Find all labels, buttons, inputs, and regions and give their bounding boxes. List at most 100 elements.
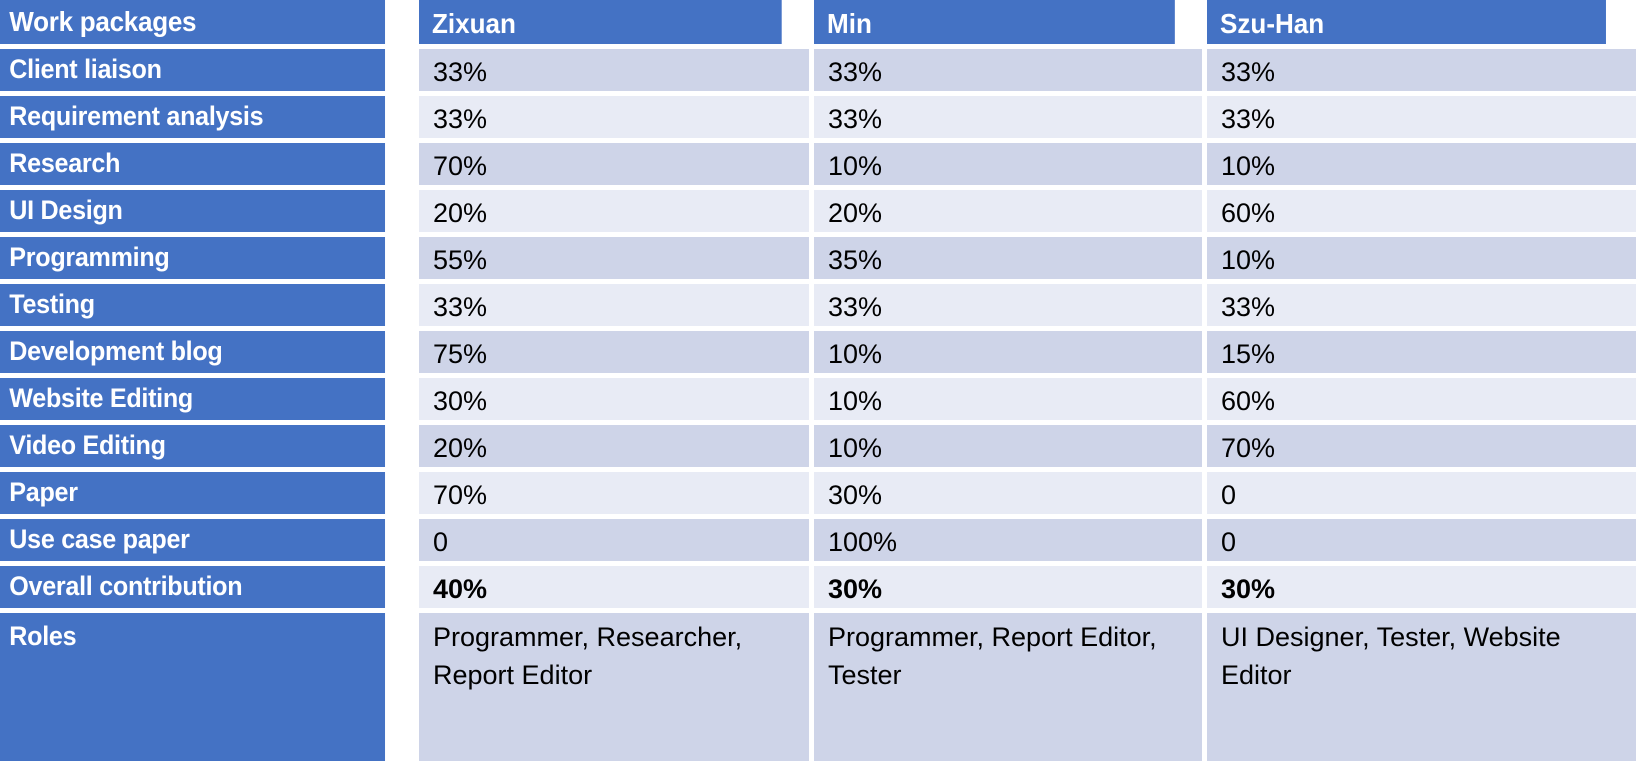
row-label-cell: Use case paper	[0, 519, 414, 561]
cell-zixuan: Programmer, Researcher, Report Editor	[419, 613, 809, 761]
table-row: Requirement analysis 33% 33% 33%	[0, 96, 1636, 138]
row-label: Use case paper	[0, 519, 386, 561]
cell-min: 10%	[814, 143, 1202, 185]
row-label: Testing	[0, 284, 386, 326]
cell-szu-han-value: 10%	[1207, 143, 1636, 185]
cell-zixuan: 70%	[419, 143, 809, 185]
cell-szu-han-value: 33%	[1207, 96, 1636, 138]
cell-min-value: 35%	[814, 237, 1202, 279]
cell-zixuan-value: 30%	[419, 378, 809, 420]
cell-min: 33%	[814, 96, 1202, 138]
cell-min-value: 10%	[814, 425, 1202, 467]
cell-min-value: 30%	[814, 472, 1202, 514]
row-label: Overall contribution	[0, 566, 386, 608]
cell-zixuan: 33%	[419, 284, 809, 326]
cell-min-value: 20%	[814, 190, 1202, 232]
table-row: Video Editing 20% 10% 70%	[0, 425, 1636, 467]
cell-zixuan-value: 20%	[419, 190, 809, 232]
cell-zixuan-value: 33%	[419, 49, 809, 91]
cell-szu-han-value: 15%	[1207, 331, 1636, 373]
cell-min-value: Programmer, Report Editor, Tester	[814, 613, 1202, 761]
column-header-szu-han: Szu-Han	[1207, 0, 1636, 44]
row-label: Roles	[0, 613, 386, 761]
cell-min: 10%	[814, 378, 1202, 420]
cell-szu-han-value: 70%	[1207, 425, 1636, 467]
cell-min-value: 100%	[814, 519, 1202, 561]
cell-zixuan: 70%	[419, 472, 809, 514]
cell-min: Programmer, Report Editor, Tester	[814, 613, 1202, 761]
cell-min-value: 33%	[814, 284, 1202, 326]
cell-szu-han: 60%	[1207, 378, 1636, 420]
column-header-zixuan-label: Zixuan	[419, 0, 782, 44]
table-row: Development blog 75% 10% 15%	[0, 331, 1636, 373]
cell-zixuan-value: 0	[419, 519, 809, 561]
cell-szu-han-value: 0	[1207, 519, 1636, 561]
table-row: Research 70% 10% 10%	[0, 143, 1636, 185]
cell-min-value: 10%	[814, 331, 1202, 373]
row-label: Client liaison	[0, 49, 386, 91]
row-label-cell: Roles	[0, 613, 414, 761]
cell-min: 30%	[814, 472, 1202, 514]
cell-szu-han-value: 60%	[1207, 378, 1636, 420]
cell-szu-han: 33%	[1207, 96, 1636, 138]
table-row: Client liaison 33% 33% 33%	[0, 49, 1636, 91]
cell-szu-han: 70%	[1207, 425, 1636, 467]
table-header-row: Work packages Zixuan Min Szu-Han	[0, 0, 1636, 44]
table-row: UI Design 20% 20% 60%	[0, 190, 1636, 232]
cell-min-value: 10%	[814, 143, 1202, 185]
cell-szu-han-value: 33%	[1207, 284, 1636, 326]
cell-min: 100%	[814, 519, 1202, 561]
cell-zixuan-value: 33%	[419, 284, 809, 326]
cell-zixuan: 40%	[419, 566, 809, 608]
table-row: Website Editing 30% 10% 60%	[0, 378, 1636, 420]
cell-min: 35%	[814, 237, 1202, 279]
cell-szu-han-value: 30%	[1207, 566, 1636, 608]
row-label-cell: Paper	[0, 472, 414, 514]
cell-zixuan-value: 55%	[419, 237, 809, 279]
cell-szu-han: 33%	[1207, 284, 1636, 326]
cell-zixuan-value: 70%	[419, 143, 809, 185]
table-row: Overall contribution 40% 30% 30%	[0, 566, 1636, 608]
row-label-cell: Development blog	[0, 331, 414, 373]
cell-szu-han-value: 10%	[1207, 237, 1636, 279]
cell-szu-han-value: 33%	[1207, 49, 1636, 91]
table-row: Programming 55% 35% 10%	[0, 237, 1636, 279]
cell-zixuan-value: Programmer, Researcher, Report Editor	[419, 613, 809, 761]
cell-min-value: 33%	[814, 49, 1202, 91]
cell-min: 33%	[814, 284, 1202, 326]
cell-szu-han: 30%	[1207, 566, 1636, 608]
cell-zixuan: 0	[419, 519, 809, 561]
cell-min: 20%	[814, 190, 1202, 232]
cell-szu-han: UI Designer, Tester, Website Editor	[1207, 613, 1636, 761]
cell-zixuan: 33%	[419, 49, 809, 91]
row-label-cell: Programming	[0, 237, 414, 279]
column-header-work-packages-label: Work packages	[0, 0, 386, 44]
cell-min-value: 30%	[814, 566, 1202, 608]
table-row: Roles Programmer, Researcher, Report Edit…	[0, 613, 1636, 761]
column-header-min-label: Min	[814, 0, 1175, 44]
cell-szu-han-value: 60%	[1207, 190, 1636, 232]
cell-szu-han: 0	[1207, 472, 1636, 514]
cell-min: 10%	[814, 425, 1202, 467]
cell-zixuan: 55%	[419, 237, 809, 279]
row-label-cell: Video Editing	[0, 425, 414, 467]
row-label-cell: Overall contribution	[0, 566, 414, 608]
cell-min-value: 10%	[814, 378, 1202, 420]
row-label-cell: Research	[0, 143, 414, 185]
cell-szu-han: 15%	[1207, 331, 1636, 373]
cell-szu-han: 60%	[1207, 190, 1636, 232]
row-label: Development blog	[0, 331, 386, 373]
row-label-cell: UI Design	[0, 190, 414, 232]
cell-szu-han: 0	[1207, 519, 1636, 561]
cell-zixuan: 33%	[419, 96, 809, 138]
row-label: Programming	[0, 237, 386, 279]
row-label: UI Design	[0, 190, 386, 232]
column-header-szu-han-label: Szu-Han	[1207, 0, 1606, 44]
cell-szu-han: 10%	[1207, 237, 1636, 279]
cell-min-value: 33%	[814, 96, 1202, 138]
cell-zixuan: 20%	[419, 425, 809, 467]
cell-zixuan: 75%	[419, 331, 809, 373]
cell-szu-han: 33%	[1207, 49, 1636, 91]
cell-zixuan: 30%	[419, 378, 809, 420]
